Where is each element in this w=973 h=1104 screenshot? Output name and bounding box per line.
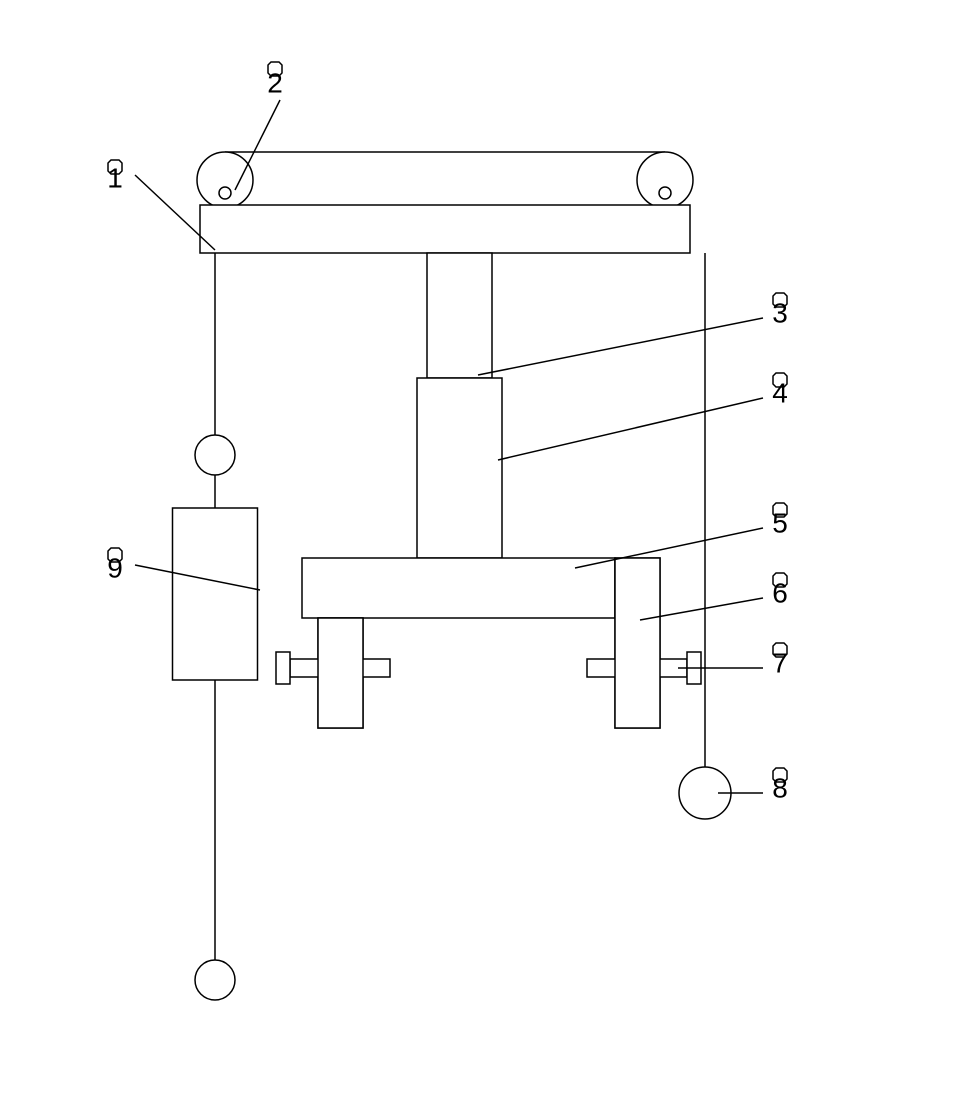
callout-label-8: 8 xyxy=(772,772,788,803)
callout-label-2: 2 xyxy=(267,67,283,98)
callout-label-4: 4 xyxy=(772,377,788,408)
callout-label-5: 5 xyxy=(772,507,788,538)
engineering-diagram: 1 2 3 4 5 6 7 8 9 xyxy=(0,0,973,1104)
callout-label-1: 1 xyxy=(107,162,123,193)
callout-label-6: 6 xyxy=(772,577,788,608)
callout-label-3: 3 xyxy=(772,297,788,328)
callout-label-7: 7 xyxy=(772,647,788,678)
callout-label-9: 9 xyxy=(107,552,123,583)
